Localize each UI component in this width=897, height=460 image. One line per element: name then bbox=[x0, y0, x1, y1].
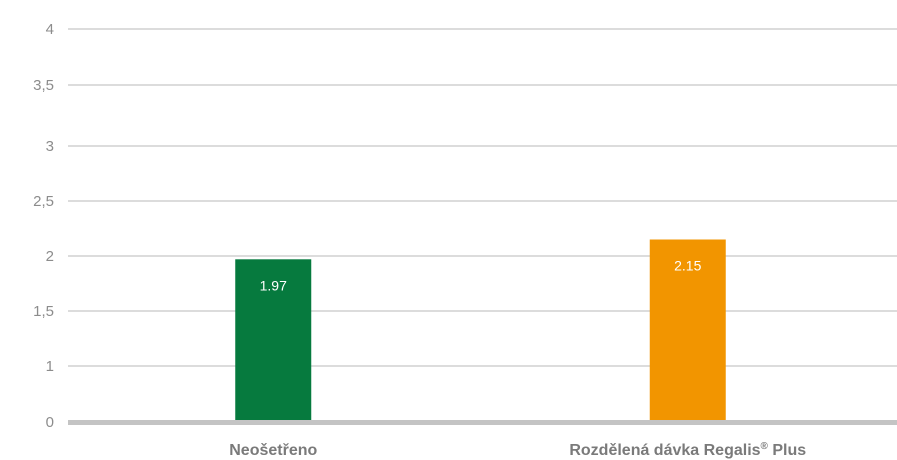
category-label: Rozdělená dávka Regalis® Plus bbox=[569, 441, 806, 459]
data-labels: 1.97 2.15 bbox=[260, 258, 702, 294]
y-tick-label: 1 bbox=[46, 358, 54, 375]
y-tick-label: 2,5 bbox=[33, 193, 54, 210]
y-tick-label: 3 bbox=[46, 138, 54, 155]
bar bbox=[235, 259, 312, 422]
y-tick-label: 2 bbox=[46, 248, 54, 265]
y-axis-tick-labels: 0 1 1,5 2 2,5 3 3,5 4 bbox=[33, 21, 54, 431]
category-labels: Neošetřeno Rozdělená dávka Regalis® Plus bbox=[229, 441, 806, 459]
data-label: 2.15 bbox=[674, 258, 701, 274]
bars bbox=[235, 239, 726, 422]
y-tick-label: 0 bbox=[46, 414, 54, 431]
bar bbox=[649, 239, 726, 422]
y-tick-label: 3,5 bbox=[33, 77, 54, 94]
category-label: Neošetřeno bbox=[229, 442, 317, 459]
x-axis-line bbox=[68, 420, 897, 425]
gridlines bbox=[68, 28, 897, 367]
y-tick-label: 4 bbox=[46, 21, 54, 38]
data-label: 1.97 bbox=[260, 277, 287, 293]
y-tick-label: 1,5 bbox=[33, 303, 54, 320]
x-axis-baseline bbox=[68, 420, 897, 425]
